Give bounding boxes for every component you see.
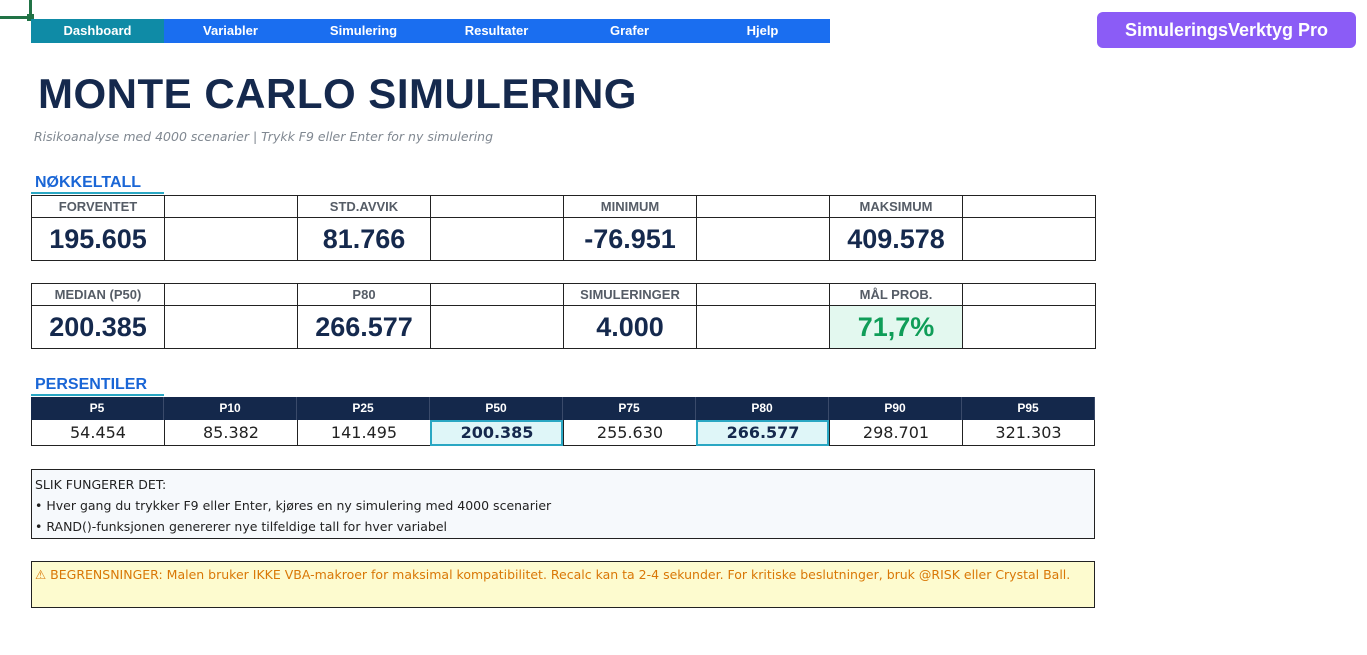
nav-simulering[interactable]: Simulering: [329, 23, 398, 38]
nav-dashboard[interactable]: Dashboard: [31, 19, 164, 43]
percentile-value-p5[interactable]: 54.454: [31, 420, 164, 446]
warning-box[interactable]: ⚠ BEGRENSNINGER: Malen bruker IKKE VBA-m…: [31, 561, 1095, 608]
kpi-label-maximum: MAKSIMUM: [830, 196, 963, 218]
percentile-header: P50: [430, 397, 563, 420]
percentile-header: P25: [297, 397, 430, 420]
kpi-grid-row1: FORVENTET STD.AVVIK MINIMUM MAKSIMUM 195…: [31, 195, 1096, 261]
empty-cell[interactable]: [431, 284, 564, 306]
empty-cell[interactable]: [431, 196, 564, 218]
kpi-grid-row2: MEDIAN (P50) P80 SIMULERINGER MÅL PROB. …: [31, 283, 1096, 349]
section-label-percentiles: PERSENTILER: [31, 374, 164, 396]
kpi-value-minimum[interactable]: -76.951: [564, 218, 697, 261]
percentile-header: P95: [962, 397, 1095, 420]
percentile-value-p80[interactable]: 266.577: [696, 420, 829, 446]
percentile-header: P5: [31, 397, 164, 420]
nav-variabler[interactable]: Variabler: [203, 23, 258, 38]
percentile-value-p75[interactable]: 255.630: [563, 420, 696, 446]
warning-text: ⚠ BEGRENSNINGER: Malen bruker IKKE VBA-m…: [35, 567, 1071, 582]
percentile-value-p50[interactable]: 200.385: [430, 420, 563, 446]
nav-resultater[interactable]: Resultater: [464, 23, 529, 38]
kpi-value-median[interactable]: 200.385: [32, 306, 165, 349]
percentile-table: P5 P10 P25 P50 P75 P80 P90 P95 54.454 85…: [31, 397, 1095, 446]
kpi-label-stddev: STD.AVVIK: [298, 196, 431, 218]
info-line: • RAND()-funksjonen genererer nye tilfel…: [35, 519, 447, 534]
percentile-header: P10: [164, 397, 297, 420]
empty-cell[interactable]: [697, 306, 830, 349]
empty-cell[interactable]: [165, 306, 298, 349]
page-title: MONTE CARLO SIMULERING: [38, 70, 637, 117]
kpi-value-p80[interactable]: 266.577: [298, 306, 431, 349]
empty-cell[interactable]: [963, 306, 1096, 349]
percentile-value-p10[interactable]: 85.382: [164, 420, 297, 446]
percentile-value-p95[interactable]: 321.303: [962, 420, 1095, 446]
brand-badge: SimuleringsVerktyg Pro: [1097, 12, 1356, 48]
kpi-value-expected[interactable]: 195.605: [32, 218, 165, 261]
empty-cell[interactable]: [431, 306, 564, 349]
kpi-label-minimum: MINIMUM: [564, 196, 697, 218]
kpi-label-p80: P80: [298, 284, 431, 306]
section-label-key-figures: NØKKELTALL: [31, 172, 164, 194]
empty-cell[interactable]: [697, 196, 830, 218]
empty-cell[interactable]: [963, 218, 1096, 261]
empty-cell[interactable]: [697, 284, 830, 306]
kpi-value-target-prob[interactable]: 71,7%: [830, 306, 963, 349]
kpi-label-median: MEDIAN (P50): [32, 284, 165, 306]
top-nav: Dashboard Variabler Simulering Resultate…: [31, 19, 830, 43]
empty-cell[interactable]: [165, 196, 298, 218]
empty-cell[interactable]: [165, 218, 298, 261]
info-heading: SLIK FUNGERER DET:: [35, 477, 167, 492]
kpi-label-target-prob: MÅL PROB.: [830, 284, 963, 306]
percentile-header: P80: [696, 397, 829, 420]
nav-grafer[interactable]: Grafer: [609, 23, 650, 38]
percentile-header: P75: [563, 397, 696, 420]
nav-hjelp[interactable]: Hjelp: [746, 23, 779, 38]
percentile-value-p90[interactable]: 298.701: [829, 420, 962, 446]
kpi-label-simulations: SIMULERINGER: [564, 284, 697, 306]
info-line: • Hver gang du trykker F9 eller Enter, k…: [35, 498, 552, 513]
kpi-value-simulations[interactable]: 4.000: [564, 306, 697, 349]
kpi-value-maximum[interactable]: 409.578: [830, 218, 963, 261]
percentile-value-p25[interactable]: 141.495: [297, 420, 430, 446]
empty-cell[interactable]: [431, 218, 564, 261]
kpi-value-stddev[interactable]: 81.766: [298, 218, 431, 261]
empty-cell[interactable]: [165, 284, 298, 306]
page-subtitle: Risikoanalyse med 4000 scenarier | Trykk…: [34, 129, 494, 144]
empty-cell[interactable]: [963, 284, 1096, 306]
empty-cell[interactable]: [963, 196, 1096, 218]
kpi-label-expected: FORVENTET: [32, 196, 165, 218]
empty-cell[interactable]: [697, 218, 830, 261]
percentile-header: P90: [829, 397, 962, 420]
info-box[interactable]: SLIK FUNGERER DET: • Hver gang du trykke…: [31, 469, 1095, 539]
